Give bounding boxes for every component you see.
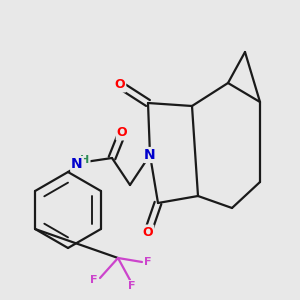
Text: N: N (144, 148, 156, 162)
Text: O: O (115, 79, 125, 92)
Text: O: O (117, 127, 127, 140)
Text: F: F (144, 257, 152, 267)
Text: F: F (128, 281, 136, 291)
Text: O: O (143, 226, 153, 238)
Text: N: N (71, 157, 83, 171)
Text: H: H (80, 155, 90, 165)
Text: F: F (90, 275, 98, 285)
